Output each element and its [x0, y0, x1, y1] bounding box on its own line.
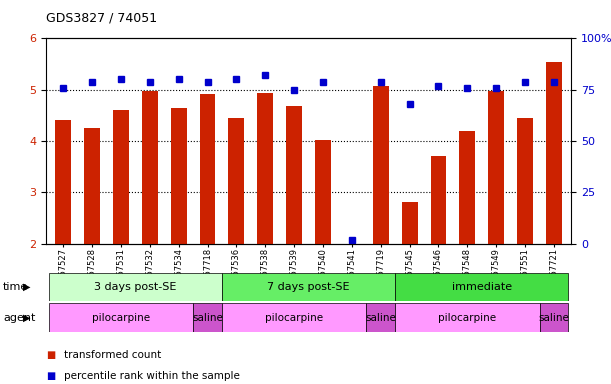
- Text: agent: agent: [3, 313, 35, 323]
- Bar: [170, 108, 186, 244]
- Bar: [49, 273, 222, 301]
- Text: 3 days post-SE: 3 days post-SE: [94, 282, 177, 292]
- Bar: [517, 118, 533, 244]
- Text: time: time: [3, 282, 28, 292]
- Text: saline: saline: [538, 313, 569, 323]
- Bar: [459, 131, 475, 244]
- Bar: [373, 86, 389, 244]
- Text: GDS3827 / 74051: GDS3827 / 74051: [46, 12, 157, 25]
- Text: 7 days post-SE: 7 days post-SE: [267, 282, 350, 292]
- Text: transformed count: transformed count: [64, 350, 161, 360]
- Bar: [193, 303, 222, 332]
- Bar: [142, 91, 158, 244]
- Bar: [315, 140, 331, 244]
- Text: percentile rank within the sample: percentile rank within the sample: [64, 371, 240, 381]
- Bar: [113, 110, 129, 244]
- Text: saline: saline: [192, 313, 223, 323]
- Text: pilocarpine: pilocarpine: [92, 313, 150, 323]
- Text: ▶: ▶: [23, 282, 31, 292]
- Text: pilocarpine: pilocarpine: [438, 313, 496, 323]
- Text: immediate: immediate: [452, 282, 512, 292]
- Text: ■: ■: [46, 371, 55, 381]
- Bar: [367, 303, 395, 332]
- Text: pilocarpine: pilocarpine: [265, 313, 323, 323]
- Bar: [200, 94, 216, 244]
- Bar: [55, 119, 71, 244]
- Bar: [540, 303, 568, 332]
- Bar: [431, 156, 447, 244]
- Bar: [222, 273, 395, 301]
- Text: ■: ■: [46, 350, 55, 360]
- Text: saline: saline: [365, 313, 396, 323]
- Bar: [546, 61, 562, 244]
- Bar: [488, 91, 504, 244]
- Bar: [395, 303, 540, 332]
- Bar: [84, 128, 100, 244]
- Bar: [222, 303, 367, 332]
- Text: ▶: ▶: [23, 313, 31, 323]
- Bar: [401, 202, 417, 244]
- Bar: [229, 118, 244, 244]
- Bar: [257, 93, 273, 244]
- Bar: [49, 303, 193, 332]
- Bar: [286, 106, 302, 244]
- Bar: [395, 273, 568, 301]
